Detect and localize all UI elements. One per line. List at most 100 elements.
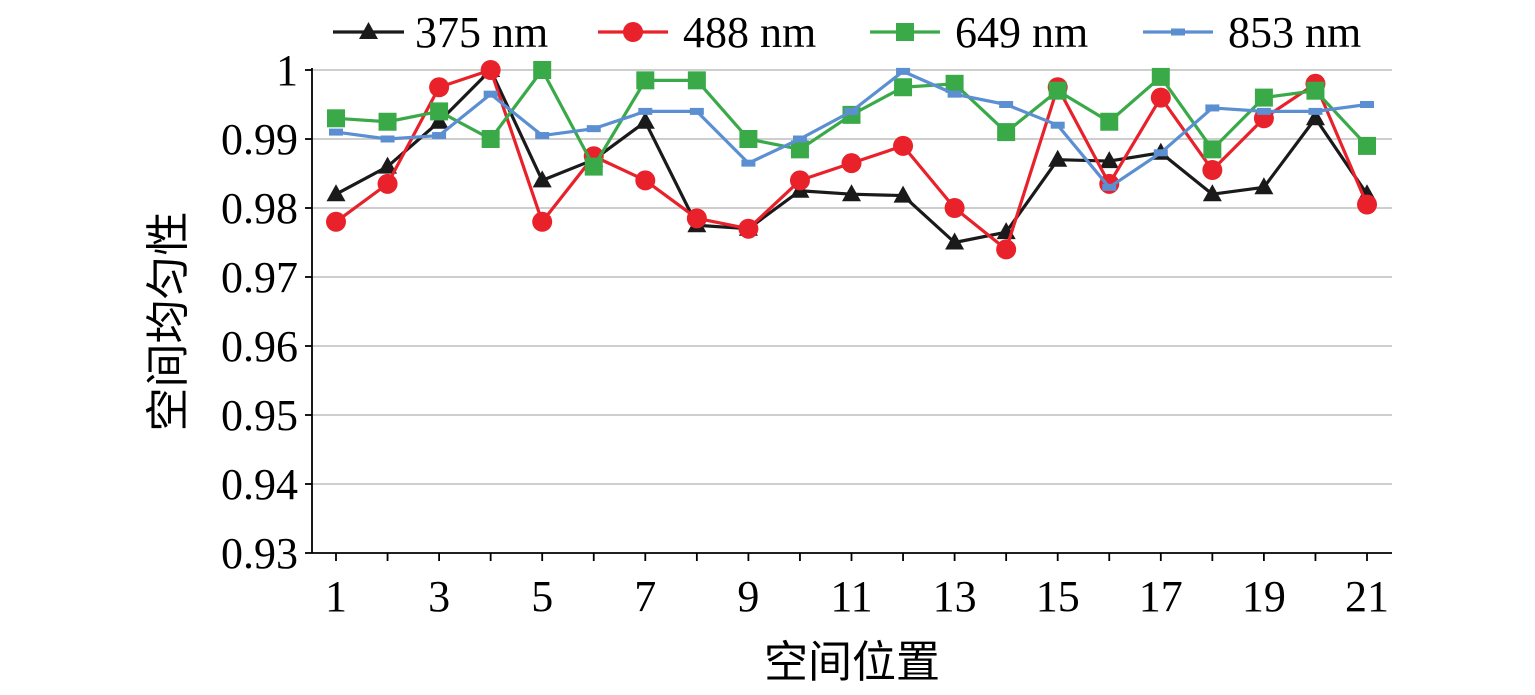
data-point bbox=[532, 211, 553, 232]
data-point bbox=[1360, 101, 1374, 108]
data-point bbox=[532, 170, 552, 188]
data-point bbox=[584, 157, 603, 176]
data-point bbox=[789, 170, 810, 191]
data-point bbox=[1202, 160, 1223, 181]
data-point bbox=[739, 130, 758, 148]
data-point bbox=[1254, 88, 1273, 107]
x-tick-label: 3 bbox=[428, 572, 450, 621]
y-tick-label: 0.93 bbox=[221, 529, 298, 578]
x-tick-label: 17 bbox=[1139, 572, 1183, 621]
data-point bbox=[1151, 67, 1170, 86]
y-axis-title: 空间均匀性 bbox=[144, 212, 193, 432]
legend-marker bbox=[359, 22, 378, 39]
data-point bbox=[586, 125, 601, 133]
data-point bbox=[483, 90, 498, 98]
data-point bbox=[380, 135, 395, 143]
data-point bbox=[378, 112, 397, 131]
x-tick-label: 9 bbox=[737, 572, 759, 621]
data-point bbox=[326, 211, 346, 232]
legend-item: 375 nm bbox=[333, 8, 548, 57]
data-point bbox=[481, 130, 500, 148]
data-point bbox=[1357, 194, 1377, 215]
legend-marker bbox=[896, 23, 914, 41]
data-point bbox=[844, 107, 859, 115]
data-point bbox=[1358, 136, 1376, 155]
data-point bbox=[792, 135, 807, 143]
data-point bbox=[1256, 107, 1271, 115]
data-point bbox=[429, 77, 450, 98]
data-point bbox=[1203, 140, 1222, 159]
legend-marker bbox=[1171, 28, 1185, 36]
y-tick-label: 0.99 bbox=[221, 115, 298, 164]
series-488-nm bbox=[326, 60, 1377, 260]
data-point bbox=[996, 239, 1017, 260]
legend-marker bbox=[623, 22, 643, 42]
y-tick-label: 0.96 bbox=[221, 322, 298, 371]
data-point bbox=[689, 107, 704, 115]
y-tick-label: 0.98 bbox=[221, 184, 298, 233]
legend-label: 649 nm bbox=[955, 8, 1088, 57]
data-point bbox=[480, 60, 501, 80]
data-point bbox=[1205, 104, 1220, 112]
legend-label: 488 nm bbox=[683, 8, 816, 57]
data-point bbox=[1100, 112, 1119, 131]
data-point bbox=[635, 170, 656, 191]
legend-label: 375 nm bbox=[415, 8, 548, 57]
data-point bbox=[687, 71, 706, 90]
x-axis-title: 空间位置 bbox=[764, 638, 940, 687]
data-point bbox=[377, 173, 398, 194]
data-point bbox=[378, 156, 398, 174]
data-point bbox=[1048, 81, 1067, 100]
data-point bbox=[999, 101, 1014, 108]
y-tick-label: 0.94 bbox=[221, 460, 298, 509]
x-tick-label: 19 bbox=[1242, 572, 1286, 621]
data-point bbox=[893, 185, 913, 203]
data-point bbox=[432, 132, 447, 140]
x-tick-label: 21 bbox=[1345, 572, 1389, 621]
x-tick-label: 13 bbox=[933, 572, 977, 621]
data-point bbox=[686, 208, 707, 229]
data-point bbox=[1305, 108, 1325, 126]
data-point bbox=[997, 123, 1016, 142]
data-point bbox=[329, 128, 343, 136]
data-point bbox=[896, 67, 911, 75]
x-tick-label: 5 bbox=[531, 572, 553, 621]
data-point bbox=[638, 107, 653, 115]
data-point bbox=[1306, 81, 1325, 100]
y-tick-label: 0.95 bbox=[221, 391, 298, 440]
legend-item: 853 nm bbox=[1143, 8, 1361, 57]
data-point bbox=[841, 153, 862, 174]
data-point bbox=[1254, 177, 1274, 195]
legend-item: 488 nm bbox=[598, 8, 816, 57]
data-point bbox=[1308, 107, 1323, 115]
y-tick-label: 1 bbox=[276, 46, 298, 95]
data-point bbox=[945, 232, 965, 250]
data-point bbox=[636, 71, 655, 90]
data-point bbox=[944, 198, 965, 218]
data-point bbox=[327, 109, 345, 128]
x-tick-label: 15 bbox=[1036, 572, 1080, 621]
data-point bbox=[842, 184, 861, 202]
x-tick-label: 1 bbox=[325, 572, 347, 621]
data-point bbox=[893, 135, 914, 156]
data-point bbox=[894, 78, 913, 97]
series-group bbox=[326, 60, 1377, 260]
axes bbox=[305, 68, 1392, 561]
data-point bbox=[1153, 149, 1168, 157]
data-point bbox=[945, 74, 964, 93]
x-tick-label: 11 bbox=[830, 572, 872, 621]
data-point bbox=[738, 218, 759, 239]
data-point bbox=[635, 111, 655, 129]
data-point bbox=[326, 184, 346, 202]
legend: 375 nm 488 nm 649 nm 853 nm bbox=[333, 8, 1361, 57]
x-tick-label: 7 bbox=[634, 572, 656, 621]
data-point bbox=[533, 61, 552, 79]
data-point bbox=[741, 159, 756, 167]
data-point bbox=[430, 102, 449, 121]
data-point bbox=[790, 140, 809, 159]
data-point bbox=[1150, 87, 1171, 108]
data-point bbox=[1202, 184, 1222, 202]
data-point bbox=[1048, 149, 1068, 167]
data-point bbox=[1102, 183, 1117, 191]
data-point bbox=[947, 90, 962, 98]
